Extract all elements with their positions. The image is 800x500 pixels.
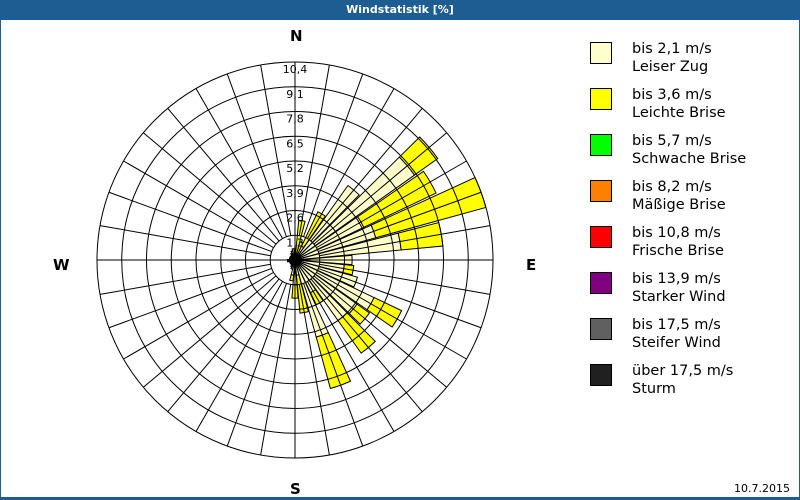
- legend-label: bis 8,2 m/s Mäßige Brise: [632, 178, 726, 214]
- legend-swatch: [590, 88, 612, 110]
- legend-range: über 17,5 m/s: [632, 363, 734, 379]
- compass-south-label: S: [290, 480, 301, 498]
- legend-swatch: [590, 180, 612, 202]
- legend-swatch: [590, 364, 612, 386]
- compass-east-label: E: [526, 256, 537, 274]
- legend-name: Mäßige Brise: [632, 197, 726, 213]
- legend-name: Steifer Wind: [632, 335, 721, 351]
- legend-name: Frische Brise: [632, 243, 724, 259]
- legend-swatch: [590, 226, 612, 248]
- legend-name: Sturm: [632, 381, 676, 397]
- legend-label: bis 3,6 m/s Leichte Brise: [632, 86, 726, 122]
- legend-swatch: [590, 134, 612, 156]
- polar-grid: [96, 61, 494, 459]
- legend-label: bis 2,1 m/s Leiser Zug: [632, 40, 712, 76]
- radial-tick-label: 3,9: [286, 187, 304, 200]
- legend-range: bis 3,6 m/s: [632, 87, 712, 103]
- legend-name: Starker Wind: [632, 289, 726, 305]
- legend-range: bis 13,9 m/s: [632, 271, 721, 287]
- radial-tick-label: 10,4: [283, 63, 308, 76]
- legend-name: Leichte Brise: [632, 105, 726, 121]
- legend-range: bis 17,5 m/s: [632, 317, 721, 333]
- legend-swatch: [590, 42, 612, 64]
- legend-swatch: [590, 318, 612, 340]
- radial-tick-label: 9,1: [286, 88, 304, 101]
- legend-range: bis 10,8 m/s: [632, 225, 721, 241]
- legend-range: bis 5,7 m/s: [632, 133, 712, 149]
- legend-label: bis 10,8 m/s Frische Brise: [632, 224, 724, 260]
- legend-label: bis 17,5 m/s Steifer Wind: [632, 316, 721, 352]
- legend-range: bis 8,2 m/s: [632, 179, 712, 195]
- radial-tick-label: 1,3: [286, 236, 304, 249]
- radial-tick-labels: 1,3 2,6 3,9 5,2 6,5 7,8 9,1 10,4: [283, 63, 308, 249]
- wind-sector-bar: [289, 274, 295, 282]
- legend-name: Leiser Zug: [632, 59, 709, 75]
- bottom-border: [0, 497, 800, 500]
- date-stamp: 10.7.2015: [734, 482, 790, 495]
- compass-north-label: N: [290, 27, 303, 45]
- legend-label: bis 5,7 m/s Schwache Brise: [632, 132, 746, 168]
- center-hub: [289, 254, 301, 266]
- wind-rose-bars: [286, 136, 487, 390]
- wind-sector-bar: [315, 332, 352, 390]
- legend-swatch: [590, 272, 612, 294]
- window-title: Windstatistik [%]: [0, 0, 800, 20]
- legend-label: über 17,5 m/s Sturm: [632, 362, 733, 398]
- radial-tick-label: 5,2: [286, 162, 304, 175]
- wind-sector-bar: [356, 170, 437, 229]
- radial-tick-label: 7,8: [286, 113, 304, 126]
- legend-range: bis 2,1 m/s: [632, 41, 712, 57]
- radial-tick-label: 2,6: [286, 212, 304, 225]
- legend-name: Schwache Brise: [632, 151, 747, 167]
- legend-label: bis 13,9 m/s Starker Wind: [632, 270, 726, 306]
- radial-tick-label: 6,5: [286, 137, 304, 150]
- compass-west-label: W: [53, 256, 70, 274]
- wind-sector-bar: [366, 296, 403, 328]
